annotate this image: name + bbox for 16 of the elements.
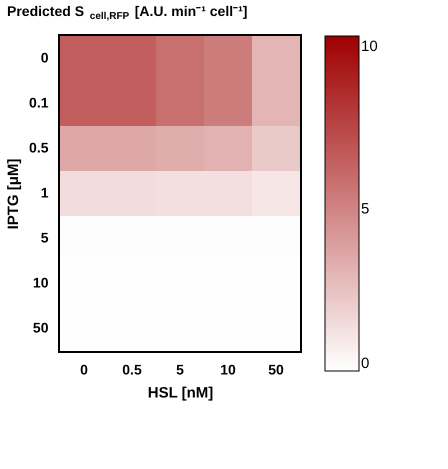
x-tick-label: 0.5 (122, 362, 142, 378)
y-tick-label: 5 (40, 230, 49, 246)
x-tick-label: 0 (80, 362, 88, 378)
y-tick-label: 1 (40, 184, 49, 200)
y-tick-label: 0.1 (29, 94, 49, 110)
y-tick-label: 10 (32, 274, 49, 290)
y-tick-label: 50 (32, 320, 49, 336)
x-tick-label: 50 (268, 362, 284, 378)
y-tick-label: 0 (40, 50, 49, 66)
y-axis-title: IPTG [μM] (5, 158, 22, 230)
x-tick-label: 5 (176, 362, 184, 378)
color-bar-label: 5 (361, 200, 370, 218)
color-bar-label: 10 (361, 38, 378, 55)
y-tick-label: 0.5 (29, 140, 49, 156)
x-tick-label: 10 (220, 362, 236, 378)
x-axis-title: HSL [nM] (148, 384, 214, 402)
